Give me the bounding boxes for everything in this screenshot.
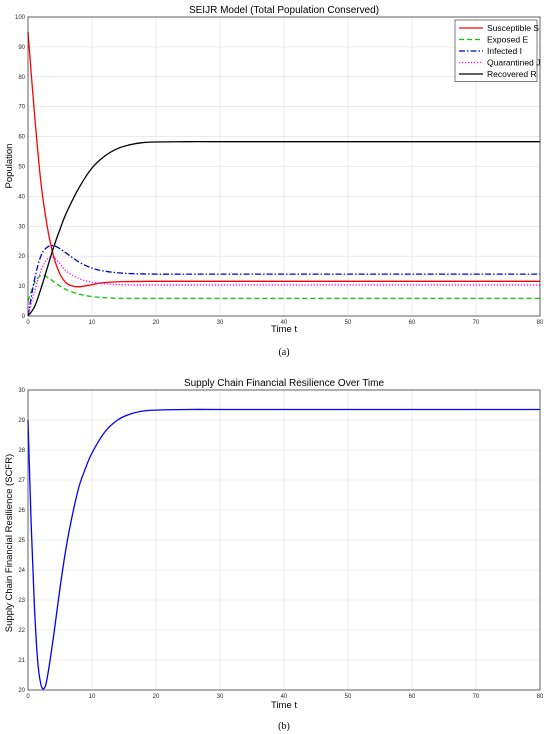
chart-b-xtick-label: 50 (345, 694, 352, 700)
chart-a-ytick-label: 90 (18, 45, 25, 51)
chart-a-legend (454, 19, 538, 82)
chart-b-xtick-label: 80 (537, 694, 544, 700)
chart-b-xtick-label: 30 (217, 694, 224, 700)
chart-a-ytick-label: 20 (18, 254, 25, 260)
chart-b-xlabel: Time t (271, 700, 297, 711)
chart-b-ytick-label: 27 (18, 478, 25, 484)
chart-a-series-line-4 (27, 141, 540, 317)
chart-a-axes-frame (27, 16, 541, 317)
chart-b-xtick-label: 40 (281, 694, 288, 700)
chart-a-xtick-label: 0 (26, 320, 30, 326)
chart-a-xtick-label: 40 (281, 320, 288, 326)
chart-a-series-line-0 (27, 31, 540, 288)
chart-a-legend-label: Susceptible S (487, 23, 539, 33)
chart-b-title: Supply Chain Financial Resilience Over T… (184, 378, 385, 389)
chart-a-series-line-2 (27, 244, 540, 317)
scfr-chart: Supply Chain Financial Resilience Over T… (4, 378, 544, 732)
chart-b-xtick-label: 10 (89, 694, 96, 700)
chart-b-ytick-label: 25 (18, 538, 25, 544)
chart-a-xtick-label: 50 (345, 320, 352, 326)
chart-b-caption: (b) (278, 721, 290, 732)
chart-a-title: SEIJR Model (Total Population Conserved) (189, 5, 379, 16)
chart-a-xtick-label: 70 (473, 320, 480, 326)
chart-b-series-line-0 (27, 408, 540, 690)
chart-a-legend-label: Quarantined J (487, 58, 540, 68)
chart-b-ytick-label: 21 (18, 658, 25, 664)
chart-a-xlabel: Time t (271, 324, 297, 335)
chart-b-ytick-label: 29 (18, 418, 25, 424)
chart-b-ytick-label: 28 (18, 448, 25, 454)
chart-a-ytick-label: 100 (15, 15, 26, 21)
chart-a-xtick-label: 60 (409, 320, 416, 326)
chart-b-xtick-label: 20 (153, 694, 160, 700)
chart-a-ytick-label: 10 (18, 284, 25, 290)
chart-a-ytick-label: 60 (18, 135, 25, 141)
chart-a-caption: (a) (278, 347, 289, 358)
chart-a-ytick-label: 50 (18, 165, 25, 171)
chart-a-xtick-label: 80 (537, 320, 544, 326)
chart-a-ytick-label: 70 (18, 105, 25, 111)
chart-a-legend-label: Exposed E (487, 35, 528, 45)
chart-a-ytick-label: 0 (22, 314, 26, 320)
chart-a-xtick-label: 30 (217, 320, 224, 326)
chart-b-xtick-label: 0 (26, 694, 30, 700)
chart-b-ytick-label: 24 (18, 568, 25, 574)
chart-a-ytick-label: 80 (18, 75, 25, 81)
chart-b-xtick-label: 70 (473, 694, 480, 700)
chart-a-ytick-label: 30 (18, 224, 25, 230)
seijr-chart: SEIJR Model (Total Population Conserved)… (4, 5, 544, 358)
chart-b-axes-frame (27, 389, 541, 691)
chart-a-ytick-label: 40 (18, 194, 25, 200)
chart-b-ytick-label: 22 (18, 628, 25, 634)
chart-b-ytick-label: 30 (18, 388, 25, 394)
chart-a-xtick-label: 20 (153, 320, 160, 326)
chart-a-legend-label: Recovered R (487, 69, 537, 79)
chart-b-ytick-label: 20 (18, 688, 25, 694)
chart-b-ytick-label: 26 (18, 508, 25, 514)
chart-a-legend-label: Infected I (487, 46, 522, 56)
chart-b-ylabel: Supply Chain Financial Resilience (SCFR) (4, 454, 15, 632)
chart-b-xtick-label: 60 (409, 694, 416, 700)
chart-b-ytick-label: 23 (18, 598, 25, 604)
chart-a-ylabel: Population (4, 144, 15, 189)
chart-a-xtick-label: 10 (89, 320, 96, 326)
